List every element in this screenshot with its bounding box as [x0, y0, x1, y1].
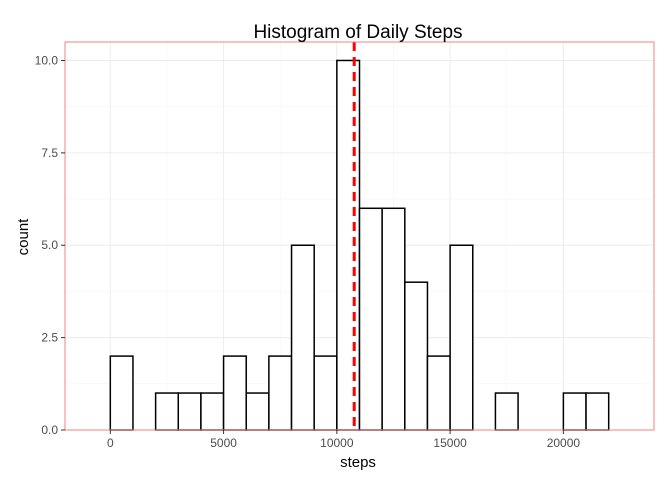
- x-axis-title: steps: [340, 454, 376, 471]
- x-tick-label: 15000: [433, 436, 467, 450]
- x-tick-label: 0: [107, 436, 114, 450]
- y-tick-label: 5.0: [41, 238, 58, 252]
- histogram-bar: [426, 355, 451, 431]
- histogram-bar: [336, 59, 361, 431]
- histogram-bar: [381, 207, 406, 431]
- histogram-bar: [222, 355, 247, 431]
- y-tick-label: 7.5: [41, 146, 58, 160]
- x-tick-label: 20000: [547, 436, 581, 450]
- chart-title: Histogram of Daily Steps: [253, 22, 462, 43]
- histogram-bar: [268, 355, 293, 431]
- histogram-bar: [200, 392, 225, 431]
- y-axis-ticks: 0.0 2.5 5.0 7.5 10.0: [35, 53, 65, 437]
- histogram-bar: [404, 281, 429, 431]
- histogram-bar: [177, 392, 202, 431]
- panel-border: [64, 41, 655, 431]
- histogram-bar: [109, 355, 134, 431]
- y-tick-label: 10.0: [35, 53, 59, 67]
- histogram-bar: [585, 392, 610, 431]
- histogram-bar: [494, 392, 519, 431]
- histogram-bar: [290, 244, 315, 431]
- histogram-bar: [449, 244, 474, 431]
- histogram-bar: [313, 355, 338, 431]
- y-tick-label: 0.0: [41, 423, 58, 437]
- y-axis-title: count: [15, 218, 32, 256]
- y-tick-label: 2.5: [41, 331, 58, 345]
- x-tick-label: 5000: [210, 436, 237, 450]
- x-axis-ticks: 0 5000 10000 15000 20000: [107, 430, 580, 450]
- histogram-bar: [358, 207, 383, 431]
- histogram-bar: [562, 392, 587, 431]
- histogram-bar: [245, 392, 270, 431]
- x-tick-label: 10000: [320, 436, 354, 450]
- histogram-bar: [154, 392, 180, 431]
